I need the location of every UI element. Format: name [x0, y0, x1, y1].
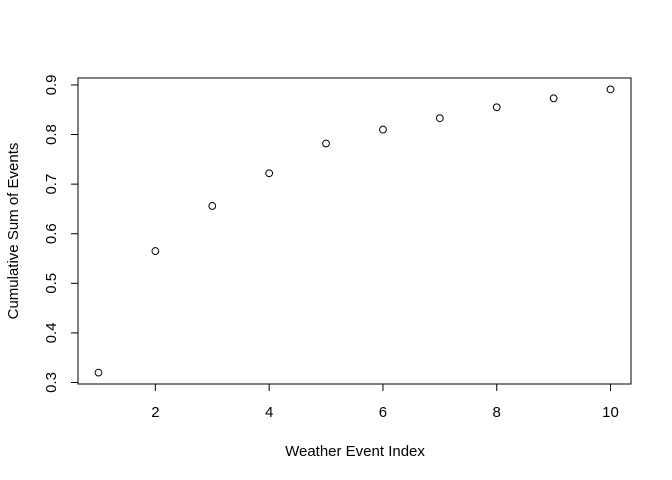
- x-tick-label: 10: [602, 404, 619, 421]
- data-point: [208, 202, 217, 210]
- plot-area-box: [77, 77, 632, 385]
- y-tick-label: 0.5: [43, 273, 60, 294]
- data-point: [265, 169, 274, 178]
- y-axis: 0.3 0.4 0.5 0.6 0.7 0.8 0.9: [43, 75, 79, 393]
- data-points: [94, 85, 615, 377]
- data-point: [606, 85, 615, 94]
- x-axis-label: Weather Event Index: [285, 443, 425, 460]
- data-point: [435, 114, 444, 123]
- data-point: [379, 125, 387, 134]
- y-tick-label: 0.4: [43, 322, 60, 343]
- y-tick-label: 0.6: [43, 223, 60, 244]
- y-tick-label: 0.7: [43, 174, 60, 195]
- y-axis-label: Cumulative Sum of Events: [5, 143, 22, 320]
- data-point: [151, 247, 160, 255]
- y-tick-label: 0.9: [43, 75, 60, 96]
- data-point: [492, 103, 501, 112]
- x-tick-label: 6: [379, 404, 387, 421]
- y-tick-label: 0.3: [43, 372, 60, 393]
- data-point: [549, 94, 558, 103]
- x-tick-label: 4: [265, 404, 273, 421]
- x-tick-label: 2: [151, 404, 159, 421]
- x-tick-label: 8: [493, 404, 501, 421]
- x-axis: 2 4 6 8 10: [151, 383, 619, 421]
- data-point: [322, 139, 330, 148]
- y-tick-label: 0.8: [43, 124, 60, 145]
- data-point: [94, 368, 103, 377]
